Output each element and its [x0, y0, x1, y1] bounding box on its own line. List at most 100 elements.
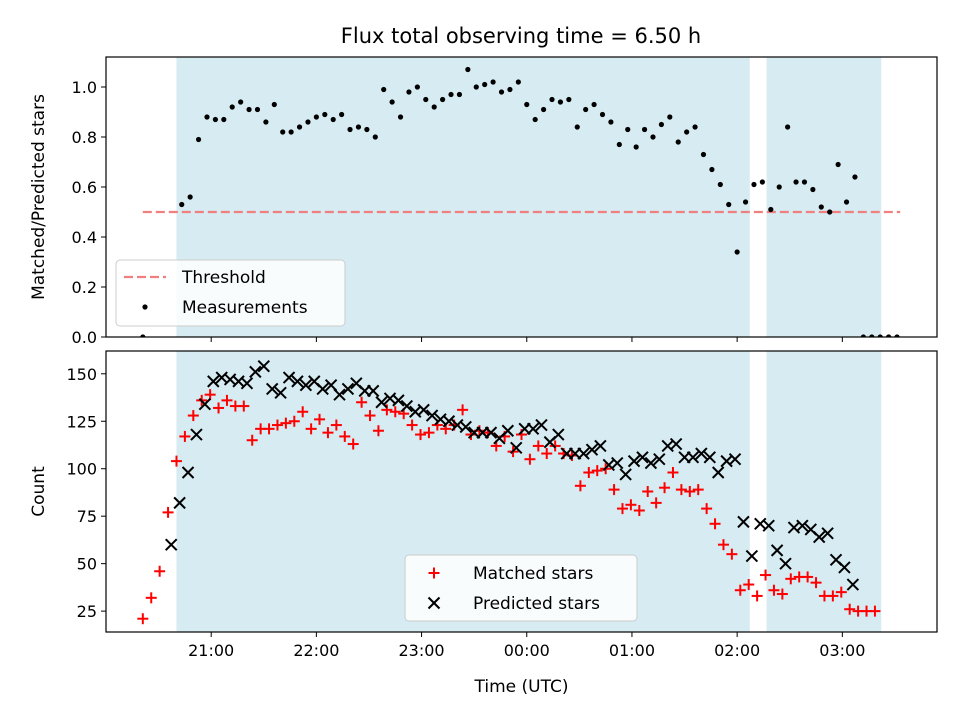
y-axis-label: Count	[29, 466, 49, 517]
measurement-point	[271, 101, 277, 108]
measurement-point	[347, 126, 353, 133]
legend-matched-swatch	[428, 567, 440, 579]
measurement-point	[877, 334, 883, 337]
predicted-stars-point	[417, 403, 430, 417]
predicted-stars-point	[669, 437, 683, 451]
matched-stars-point	[330, 419, 342, 431]
measurement-point	[860, 334, 866, 337]
measurement-point	[793, 179, 799, 185]
matched-stars-point	[574, 480, 586, 492]
measurement-point	[473, 84, 479, 90]
measurement-point	[414, 84, 420, 90]
predicted-stars-point	[501, 424, 515, 437]
matched-stars-point	[221, 394, 233, 406]
measurement-point	[650, 134, 656, 140]
measurement-point	[776, 184, 782, 190]
predicted-stars-point	[484, 426, 498, 439]
x-axis-label: Time (UTC)	[474, 677, 569, 697]
measurement-point	[440, 96, 446, 103]
measurement-point	[179, 201, 185, 208]
measurement-point	[532, 116, 538, 123]
predicted-stars-point	[207, 375, 220, 388]
matched-stars-point	[583, 467, 595, 479]
predicted-stars-point	[190, 428, 203, 441]
matched-stars-point	[145, 592, 157, 604]
matched-stars-point	[271, 419, 283, 431]
matched-stars-point	[776, 588, 788, 600]
chart-title: Flux total observing time = 6.50 h	[341, 24, 701, 48]
predicted-stars-point	[846, 578, 860, 591]
matched-stars-point	[844, 603, 856, 615]
measurement-point	[372, 134, 378, 140]
matched-stars-point	[356, 396, 368, 408]
y-tick-label: 25	[77, 602, 97, 621]
measurement-point	[583, 106, 589, 113]
measurement-point	[406, 89, 412, 95]
measurement-point	[608, 119, 614, 125]
measurement-point	[843, 199, 850, 205]
legend: Matched stars Predicted stars	[404, 554, 638, 622]
predicted-stars-point	[703, 451, 716, 464]
matched-stars-point	[246, 434, 258, 446]
measurement-point	[263, 119, 269, 125]
measurement-point	[221, 116, 227, 123]
legend-threshold-label: Threshold	[181, 268, 266, 288]
y-tick-label: 0.0	[72, 328, 97, 347]
predicted-stars-point	[695, 447, 708, 460]
measurement-point	[524, 101, 530, 108]
matched-stars-point	[415, 429, 427, 441]
measurement-point	[768, 206, 774, 213]
matched-stars-point	[692, 484, 704, 496]
matched-stars-point	[187, 410, 199, 422]
measurement-point	[734, 249, 740, 255]
predicted-stars-point	[737, 515, 750, 529]
measurement-point	[700, 151, 707, 158]
matched-stars-point	[743, 579, 755, 591]
measurement-point	[313, 114, 319, 120]
predicted-stars-point	[265, 382, 279, 396]
predicted-stars-point	[770, 544, 784, 557]
measurement-point	[852, 174, 858, 180]
legend-box	[404, 554, 638, 622]
y-tick-label: 75	[77, 507, 97, 526]
legend-predicted-swatch	[427, 596, 441, 610]
measurement-point	[818, 204, 824, 210]
matched-stars-point	[524, 453, 536, 465]
y-tick-label: 100	[66, 460, 97, 479]
measurement-point	[801, 179, 808, 185]
x-tick-label: 01:00	[609, 641, 655, 660]
x-tick-label: 03:00	[819, 641, 865, 660]
matched-stars-point	[726, 548, 738, 560]
predicted-stars-point	[762, 519, 775, 532]
matched-stars-point	[650, 497, 662, 509]
predicted-stars-point	[392, 394, 405, 407]
measurement-point	[785, 124, 791, 130]
bottom-panel: 25 50 75 100 125 150 21:00 22:00 23:00 00:00 01:00…	[29, 350, 938, 697]
predicted-stars-point	[644, 456, 658, 470]
predicted-stars-point	[366, 384, 380, 398]
measurement-point	[667, 114, 673, 120]
predicted-stars-point	[838, 561, 851, 574]
predicted-stars-point	[282, 371, 296, 384]
predicted-stars-point	[459, 420, 472, 434]
predicted-stars-point	[552, 428, 565, 441]
matched-stars-point	[591, 465, 603, 477]
matched-stars-point	[709, 518, 721, 530]
predicted-stars-point	[249, 365, 262, 379]
y-tick-label: 50	[77, 555, 97, 574]
y-tick-label: 125	[66, 412, 97, 431]
matched-stars-point	[827, 590, 839, 602]
measurement-point	[827, 209, 833, 215]
matched-stars-point	[238, 400, 250, 412]
predicted-stars-point	[627, 454, 641, 468]
measurement-point	[759, 179, 765, 185]
predicted-stars-point	[812, 530, 826, 544]
measurement-point	[212, 116, 218, 123]
predicted-stars-point	[257, 359, 270, 373]
matched-stars-point	[457, 404, 469, 416]
measurement-point	[456, 91, 463, 98]
matched-stars-point	[170, 455, 182, 467]
predicted-stars-point	[745, 549, 759, 563]
matched-stars-point	[785, 573, 797, 585]
